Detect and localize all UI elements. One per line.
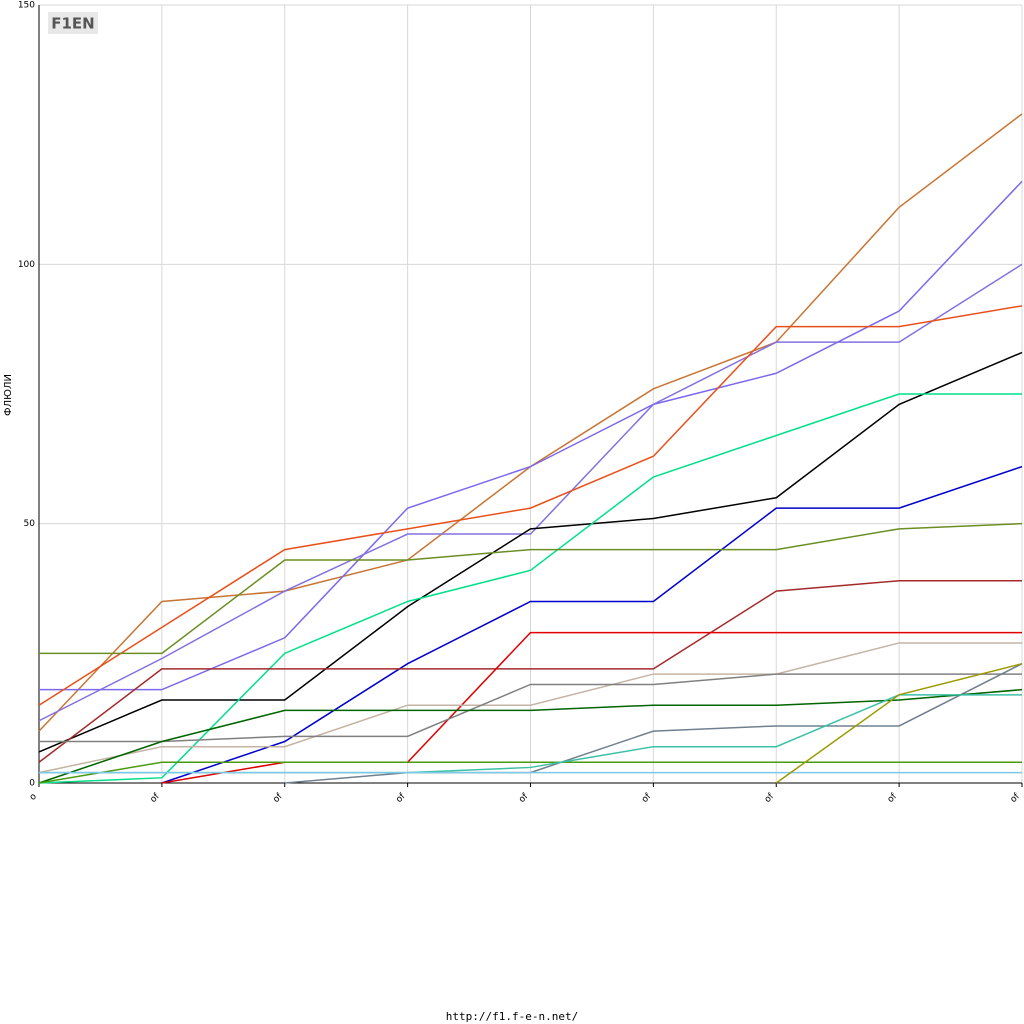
- x-tick-label: of: [517, 791, 531, 805]
- x-tick-label: of: [394, 791, 408, 805]
- x-tick-label: o: [28, 791, 39, 802]
- series-line: [161, 465, 1023, 784]
- y-axis-label: ФЛЮЛИ: [3, 374, 14, 416]
- logo: F1EN: [48, 12, 98, 34]
- series-line: [38, 761, 1022, 784]
- series-line: [38, 688, 1023, 784]
- series-line: [39, 673, 1022, 743]
- x-tick-label: of: [640, 791, 654, 805]
- y-tick-label: 150: [18, 1, 35, 11]
- logo-badge: [48, 12, 98, 34]
- series-line: [38, 642, 1022, 774]
- x-tick-label: of: [149, 791, 163, 805]
- y-tick-label: 100: [18, 260, 35, 270]
- logo-text: F1EN: [51, 15, 94, 33]
- x-tick-label: of: [763, 791, 777, 805]
- y-tick-label: 0: [29, 779, 35, 789]
- series-line: [38, 393, 1022, 784]
- series-line: [38, 579, 1022, 763]
- series-line: [39, 180, 1023, 691]
- series-line: [38, 263, 1023, 722]
- footer: http://f1.f-e-n.net/: [446, 1010, 578, 1023]
- y-tick-label: 50: [24, 519, 36, 529]
- series-line: [38, 351, 1023, 753]
- x-tick-label: of: [1009, 791, 1023, 805]
- x-tick-label: of: [886, 791, 900, 805]
- series-line: [38, 305, 1023, 706]
- series-line: [39, 522, 1023, 655]
- series-line: [775, 662, 1023, 784]
- x-tick-label: of: [271, 791, 285, 805]
